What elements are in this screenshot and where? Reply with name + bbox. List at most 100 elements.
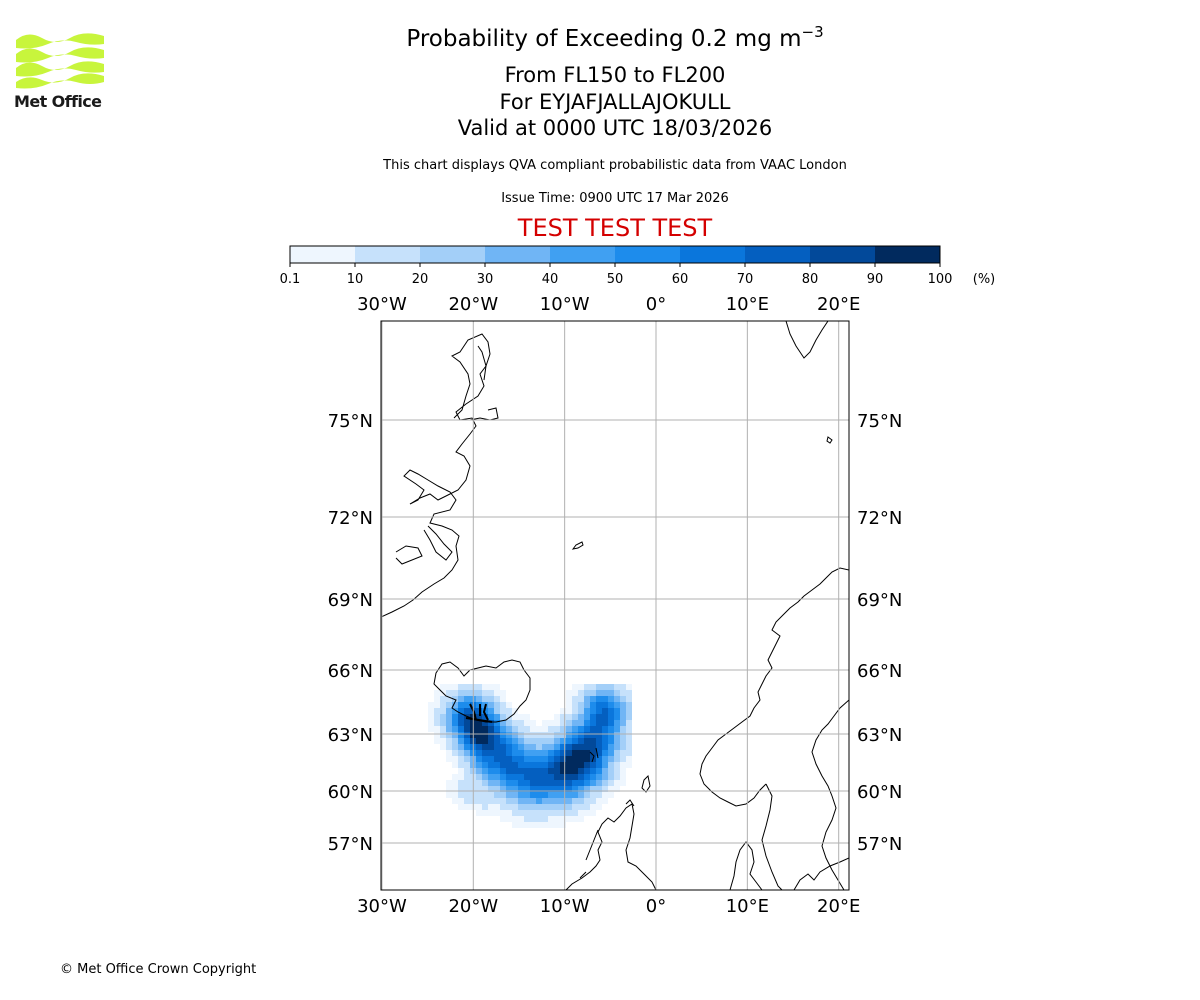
plume-cell — [602, 780, 608, 786]
plume-cell — [494, 798, 500, 804]
plume-cell — [614, 714, 620, 720]
plume-cell — [554, 798, 560, 804]
plume-cell — [614, 702, 620, 708]
plume-cell — [512, 804, 518, 810]
plume-cell — [524, 816, 530, 822]
plume-cell — [458, 774, 464, 780]
flight-level: From FL150 to FL200 — [504, 63, 726, 87]
plume-cell — [554, 756, 560, 762]
plume-cell — [518, 798, 524, 804]
plume-cell — [620, 768, 626, 774]
plume-cell — [626, 732, 632, 738]
plume-cell — [440, 726, 446, 732]
plume-cell — [512, 714, 518, 720]
lat-label-right: 72°N — [857, 508, 902, 529]
plume-cell — [488, 732, 494, 738]
plume-cell — [548, 804, 554, 810]
plume-cell — [512, 732, 518, 738]
plume-cell — [572, 708, 578, 714]
plume-cell — [494, 696, 500, 702]
plume-cell — [482, 774, 488, 780]
plume-cell — [530, 720, 536, 726]
plume-cell — [500, 798, 506, 804]
plume-cell — [554, 738, 560, 744]
greenland-fjord-2 — [423, 525, 453, 561]
plume-cell — [542, 822, 548, 828]
plume-cell — [584, 762, 590, 768]
plume-cell — [596, 714, 602, 720]
plume-cell — [602, 714, 608, 720]
plume-cell — [452, 702, 458, 708]
plume-cell — [560, 720, 566, 726]
plume-cell — [506, 816, 512, 822]
plume-cell — [584, 726, 590, 732]
plume-cell — [512, 708, 518, 714]
plume-cell — [608, 750, 614, 756]
plume-cell — [626, 750, 632, 756]
plume-cell — [602, 708, 608, 714]
plume-cell — [530, 798, 536, 804]
plume-cell — [476, 714, 482, 720]
lat-label-right: 60°N — [857, 782, 902, 803]
plume-cell — [542, 816, 548, 822]
plume-cell — [494, 702, 500, 708]
plume-cell — [626, 690, 632, 696]
plume-cell — [560, 804, 566, 810]
plume-cell — [578, 804, 584, 810]
plume-cell — [458, 696, 464, 702]
colorbar-swatch — [745, 246, 811, 263]
plume-cell — [536, 822, 542, 828]
plume-cell — [596, 756, 602, 762]
plume-cell — [500, 738, 506, 744]
plume-cell — [584, 744, 590, 750]
plume-cell — [440, 732, 446, 738]
plume-cell — [602, 786, 608, 792]
plume-cell — [578, 684, 584, 690]
plume-cell — [572, 696, 578, 702]
plume-cell — [506, 720, 512, 726]
plume-cell — [560, 792, 566, 798]
plume-cell — [596, 696, 602, 702]
colorbar-swatch — [875, 246, 941, 263]
sweden-coast — [761, 783, 783, 890]
plume-cell — [458, 738, 464, 744]
plume-cell — [590, 762, 596, 768]
scotland-coast — [565, 803, 657, 890]
plume-cell — [488, 714, 494, 720]
plume-cell — [536, 780, 542, 786]
plume-cell — [572, 750, 578, 756]
plume-cell — [494, 732, 500, 738]
coastlines — [381, 321, 849, 890]
plume-cell — [518, 810, 524, 816]
plume-cell — [608, 732, 614, 738]
plume-cell — [428, 720, 434, 726]
plume-cell — [566, 732, 572, 738]
plume-cell — [524, 798, 530, 804]
plume-cell — [572, 702, 578, 708]
plume-cell — [512, 822, 518, 828]
plume-cell — [566, 702, 572, 708]
colorbar-tick-label: 50 — [607, 272, 624, 287]
plume-cell — [542, 786, 548, 792]
plume-cell — [530, 756, 536, 762]
plume-cell — [488, 690, 494, 696]
plume-cell — [542, 744, 548, 750]
plume-cell — [512, 792, 518, 798]
plume-cell — [572, 792, 578, 798]
plume-cell — [446, 732, 452, 738]
plume-cell — [536, 816, 542, 822]
plume-cell — [494, 738, 500, 744]
plume-cell — [488, 774, 494, 780]
plume-cell — [584, 786, 590, 792]
plume-cell — [614, 684, 620, 690]
plume-cell — [476, 774, 482, 780]
colorbar-tick-label: 100 — [928, 272, 953, 287]
plume-cell — [554, 804, 560, 810]
plume-cell — [590, 714, 596, 720]
plume-cell — [536, 762, 542, 768]
plume-cell — [530, 726, 536, 732]
plume-cell — [590, 804, 596, 810]
plume-cell — [488, 726, 494, 732]
logo-text: Met Office — [14, 92, 102, 111]
plume-cell — [530, 822, 536, 828]
